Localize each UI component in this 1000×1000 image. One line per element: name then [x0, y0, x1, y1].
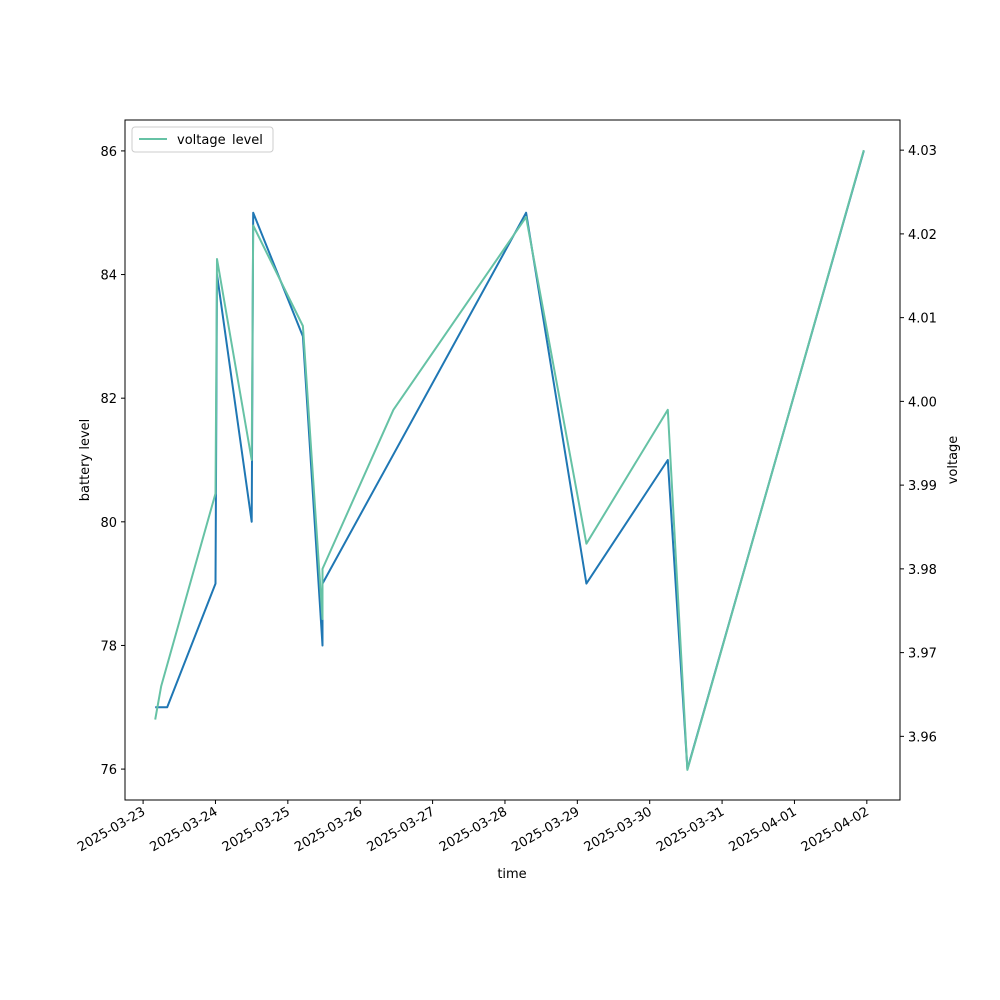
y2-tick-label: 4.03	[908, 144, 937, 159]
x-tick-label: 2025-03-30	[582, 804, 655, 855]
x-tick-label: 2025-03-23	[75, 804, 148, 855]
x-axis-ticks: 2025-03-23 2025-03-24 2025-03-25 2025-03-26…	[75, 800, 872, 855]
series-layer	[154, 149, 865, 771]
y-tick-label: 78	[100, 639, 117, 654]
y-axis-label: battery level	[78, 419, 93, 502]
y-tick-label: 80	[100, 516, 117, 531]
y2-tick-label: 3.99	[908, 479, 937, 494]
y-tick-label: 82	[100, 392, 117, 407]
y-tick-label: 76	[100, 763, 117, 778]
y2-tick-label: 4.01	[908, 312, 937, 327]
x-axis-label: time	[497, 867, 526, 882]
y-tick-label: 86	[100, 145, 117, 160]
x-tick-label: 2025-03-31	[654, 804, 727, 855]
x-tick-label: 2025-04-02	[799, 804, 872, 855]
x-tick-label: 2025-03-24	[148, 804, 221, 855]
y2-tick-label: 3.96	[908, 730, 937, 745]
y-tick-label: 84	[100, 269, 117, 284]
legend-label-voltage: voltage	[177, 133, 226, 148]
right-y-axis-ticks: 3.96 3.97 3.98 3.99 4.00 4.01 4.02 4.03	[900, 144, 937, 745]
y2-tick-label: 3.98	[908, 563, 937, 578]
x-tick-label: 2025-03-26	[292, 804, 365, 855]
y2-tick-label: 4.02	[908, 228, 937, 243]
x-tick-label: 2025-03-28	[437, 804, 510, 855]
legend-label-level: level	[232, 133, 263, 148]
x-tick-label: 2025-04-01	[727, 804, 800, 855]
y2-tick-label: 3.97	[908, 647, 937, 662]
series-line-level	[155, 150, 865, 771]
plot-frame	[124, 119, 901, 801]
legend: voltage level	[131, 126, 274, 153]
left-y-axis-ticks: 76 78 80 82 84 86	[100, 145, 125, 778]
x-tick-label: 2025-03-29	[509, 804, 582, 855]
y2-tick-label: 4.00	[908, 395, 937, 410]
legend-box	[131, 126, 274, 153]
y2-axis-label: voltage	[946, 436, 961, 485]
x-tick-label: 2025-03-27	[365, 804, 438, 855]
x-tick-label: 2025-03-25	[220, 804, 293, 855]
